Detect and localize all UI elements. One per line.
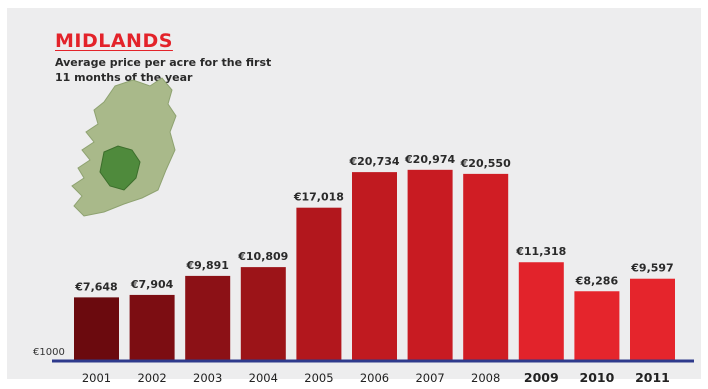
bar-2007 <box>407 169 453 361</box>
value-label-2003: €9,891 <box>185 259 228 272</box>
value-label-2004: €10,809 <box>237 250 288 263</box>
baseline-label: €1000 <box>33 347 65 358</box>
bar-2010 <box>574 291 620 361</box>
bar-2003 <box>185 275 231 361</box>
value-label-2011: €9,597 <box>630 262 673 275</box>
x-tick-label-2007: 2007 <box>415 371 444 385</box>
x-tick-label-2008: 2008 <box>471 371 500 385</box>
ireland-map-icon <box>71 77 177 217</box>
value-label-2007: €20,974 <box>404 153 455 166</box>
x-tick-label-2004: 2004 <box>249 371 278 385</box>
bar-2002 <box>129 294 175 361</box>
chart-title: MIDLANDS <box>55 30 173 52</box>
value-label-2005: €17,018 <box>293 191 344 204</box>
x-tick-label-2009: 2009 <box>524 370 559 385</box>
bar-2001 <box>74 297 119 361</box>
x-tick-label-2006: 2006 <box>360 371 389 385</box>
value-label-2006: €20,734 <box>348 155 399 168</box>
x-tick-label-2001: 2001 <box>82 371 111 385</box>
bar-2004 <box>240 267 286 361</box>
bar-2009 <box>518 262 564 361</box>
value-label-2010: €8,286 <box>575 274 619 287</box>
x-tick-label-2003: 2003 <box>193 371 222 385</box>
value-label-2001: €7,648 <box>74 280 117 293</box>
bar-2005 <box>296 207 342 361</box>
bar-2011 <box>630 278 675 361</box>
bar-2006 <box>352 172 397 361</box>
x-tick-label-2005: 2005 <box>304 371 333 385</box>
bar-2008 <box>463 173 509 361</box>
x-tick-label-2002: 2002 <box>137 371 166 385</box>
value-label-2002: €7,904 <box>130 278 174 291</box>
value-label-2009: €11,318 <box>515 245 566 258</box>
x-tick-label-2011: 2011 <box>635 370 670 385</box>
x-tick-label-2010: 2010 <box>580 370 615 385</box>
value-label-2008: €20,550 <box>460 157 511 170</box>
